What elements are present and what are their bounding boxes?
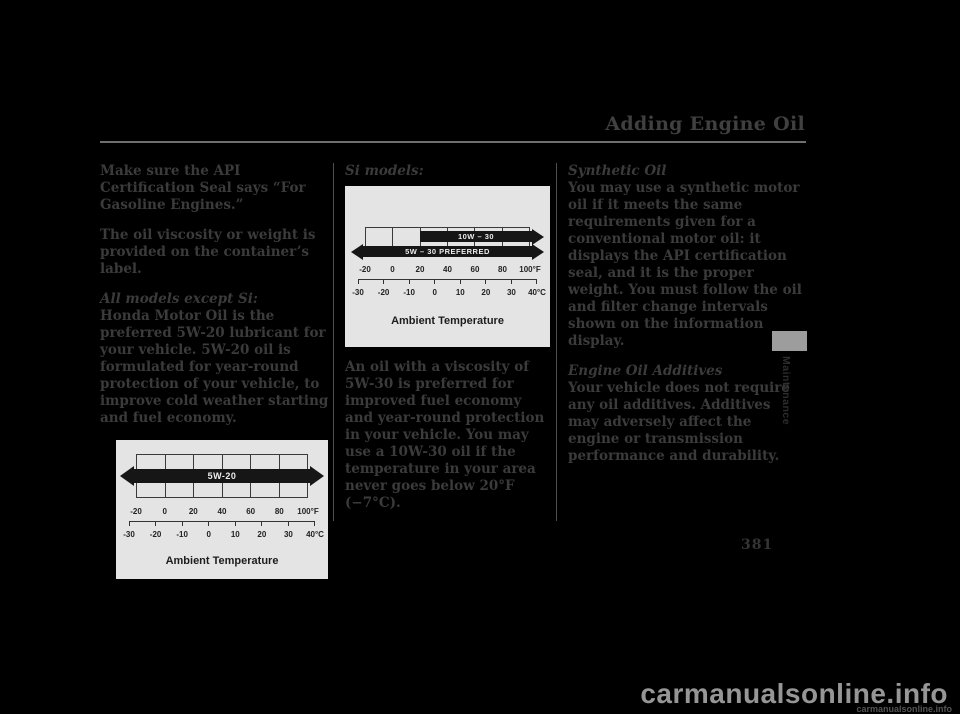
paragraph-all-models: All models except Si: Honda Motor Oil is … <box>100 291 329 427</box>
si-models-header: Si models: <box>345 163 424 179</box>
tick-label: 20 <box>257 530 267 539</box>
arrow-head-right-icon <box>532 228 544 245</box>
engine-oil-additives-heading: Engine Oil Additives <box>568 363 723 379</box>
range-arrow-label: 5W – 30 PREFERRED <box>363 246 532 257</box>
ruler-tick <box>535 280 537 284</box>
range-arrow-5w20: 5W-20 <box>120 466 324 486</box>
ruler-tick <box>485 280 487 284</box>
tick-label: -30 <box>123 530 135 539</box>
tick-label: -10 <box>176 530 188 539</box>
celsius-ruler <box>129 521 315 526</box>
paragraph-oil-additives: Your vehicle does not require any oil ad… <box>568 380 790 464</box>
ruler-tick <box>459 280 461 284</box>
range-arrow-label: 5W-20 <box>134 469 310 483</box>
ruler-tick <box>383 280 385 284</box>
tick-label: 80 <box>498 265 507 274</box>
paragraph-viscosity-label: The oil viscosity or weight is provided … <box>100 227 316 277</box>
chart-caption: Ambient Temperature <box>391 315 504 327</box>
ruler-tick <box>129 522 130 526</box>
tick-label: 40°C <box>306 530 324 539</box>
tick-label: 60 <box>470 265 480 274</box>
column-divider <box>333 163 334 521</box>
page-title: Adding Engine Oil <box>605 113 805 135</box>
paragraph-si-oil: An oil with a viscosity of 5W-30 is pref… <box>345 359 545 511</box>
section-tab-label: Maintenance <box>780 356 792 426</box>
tick-label: 60 <box>246 507 256 516</box>
content-columns: Make sure the API Certification Seal say… <box>100 163 806 579</box>
ruler-tick <box>155 522 157 526</box>
tick-label: 40 <box>217 507 227 516</box>
column-right: Synthetic Oil You may use a synthetic mo… <box>557 163 806 521</box>
title-divider <box>100 141 806 143</box>
chart-caption: Ambient Temperature <box>165 555 279 567</box>
fahrenheit-ticks: -20 0 20 40 60 80 100°F <box>130 503 319 516</box>
page-number: 381 <box>741 537 774 553</box>
all-models-body: Honda Motor Oil is the preferred 5W-20 l… <box>100 308 329 426</box>
arrow-head-left-icon <box>351 243 363 260</box>
tick-label: -20 <box>149 530 162 539</box>
tick-label: 20 <box>415 265 425 274</box>
tick-label: 40 <box>443 265 452 274</box>
celsius-ticks: -30 -20 -10 0 10 20 30 40°C <box>352 284 546 297</box>
tick-label: -20 <box>377 288 390 297</box>
synthetic-oil-heading: Synthetic Oil <box>568 163 667 179</box>
paragraph-api-seal: Make sure the API Certification Seal say… <box>100 163 306 213</box>
tick-label: 100°F <box>297 507 319 516</box>
celsius-ticks: -30 -20 -10 0 10 20 30 40°C <box>123 526 324 539</box>
tick-label: 0 <box>162 507 167 516</box>
paragraph-synthetic-oil: You may use a synthetic motor oil if it … <box>568 180 802 349</box>
celsius-ruler <box>358 279 537 284</box>
ruler-tick <box>510 280 512 284</box>
ruler-tick <box>287 522 289 526</box>
tick-label: -20 <box>359 265 371 274</box>
range-arrow-10w30: 10W – 30 <box>419 228 544 245</box>
ruler-tick <box>234 522 236 526</box>
ruler-tick <box>313 522 315 526</box>
tick-label: 10 <box>230 530 240 539</box>
viscosity-chart-si: 10W – 30 5W – 30 PREFERRED -20 0 20 40 6… <box>345 186 550 347</box>
tick-label: 20 <box>188 507 198 516</box>
ruler-tick <box>434 280 436 284</box>
watermark-small: carmanualsonline.info <box>856 704 952 714</box>
arrow-head-right-icon <box>310 466 324 486</box>
ruler-tick <box>208 522 210 526</box>
tick-label: 0 <box>390 265 395 274</box>
tick-label: 10 <box>455 288 465 297</box>
column-left: Make sure the API Certification Seal say… <box>100 163 333 579</box>
tick-label: 0 <box>432 288 437 297</box>
ruler-tick <box>261 522 263 526</box>
fahrenheit-ticks: -20 0 20 40 60 80 100°F <box>359 261 541 274</box>
tick-label: 30 <box>506 288 516 297</box>
ruler-tick <box>181 522 183 526</box>
arrow-head-right-icon <box>532 243 544 260</box>
tick-label: 100°F <box>519 265 541 274</box>
arrow-head-left-icon <box>120 466 134 486</box>
tick-label: -30 <box>352 288 364 297</box>
ruler-tick <box>408 280 410 284</box>
tick-label: -10 <box>403 288 415 297</box>
column-middle: Si models: 10W – 30 5W – 30 PREFERRED -2 <box>334 163 556 521</box>
range-arrow-label: 10W – 30 <box>419 231 532 242</box>
column-divider <box>556 163 557 521</box>
viscosity-chart-5w20: 5W-20 -20 0 20 40 60 80 100°F -30 -20 -1… <box>116 440 328 579</box>
tick-label: 30 <box>283 530 293 539</box>
tick-label: 80 <box>274 507 284 516</box>
watermark-large: carmanualsonline.info <box>640 678 948 709</box>
all-models-except-si-lead: All models except Si: <box>100 291 258 307</box>
ruler-tick <box>358 280 359 284</box>
tick-label: 0 <box>206 530 211 539</box>
tick-label: 40°C <box>528 288 546 297</box>
section-tab <box>772 331 807 351</box>
range-arrow-5w30-preferred: 5W – 30 PREFERRED <box>351 243 544 260</box>
grid-cell <box>366 228 394 255</box>
tick-label: 20 <box>481 288 491 297</box>
tick-label: -20 <box>130 507 142 516</box>
